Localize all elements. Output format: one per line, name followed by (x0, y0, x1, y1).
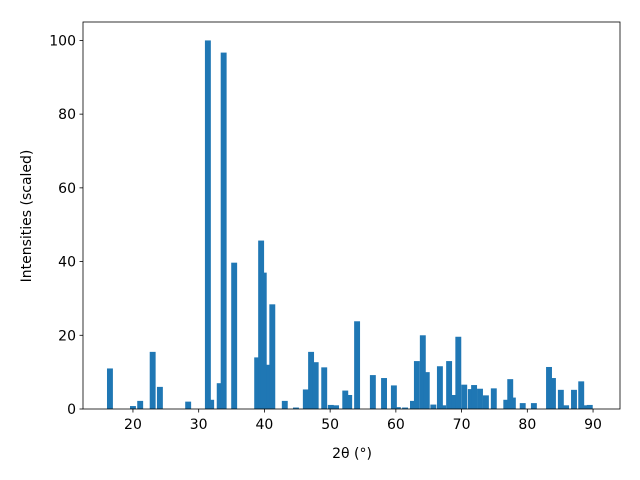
bar (269, 304, 276, 409)
bar (149, 351, 156, 409)
bar (321, 367, 328, 409)
bar (231, 262, 238, 409)
x-tick-label: 60 (387, 417, 405, 433)
bar (549, 378, 556, 409)
bar (220, 52, 227, 409)
bar (342, 390, 349, 409)
bar (578, 381, 585, 409)
y-tick-label: 80 (58, 107, 76, 123)
bar (369, 375, 376, 409)
bar (216, 383, 223, 409)
bar (381, 378, 387, 409)
bar (571, 389, 577, 409)
bar (477, 388, 483, 409)
x-tick-label: 70 (453, 417, 471, 433)
bar (308, 351, 315, 409)
bar (446, 361, 453, 409)
bar (423, 372, 430, 409)
bar (208, 399, 215, 409)
x-tick-label: 80 (518, 417, 536, 433)
bar (156, 386, 163, 409)
y-axis-label: Intensities (scaled) (19, 150, 35, 283)
bar (204, 40, 211, 410)
bar (260, 272, 267, 409)
bar (482, 395, 489, 409)
bar (436, 366, 443, 409)
bar (281, 400, 288, 409)
x-tick-label: 20 (124, 417, 142, 433)
bar (440, 405, 447, 409)
x-tick-label: 50 (321, 417, 339, 433)
bar (327, 404, 334, 409)
bar (530, 403, 537, 409)
bar (413, 361, 420, 409)
bar (503, 399, 510, 409)
bar (129, 406, 136, 409)
bar (490, 388, 497, 409)
bar (266, 364, 272, 409)
bar (467, 389, 474, 409)
bar (185, 401, 192, 409)
bar (106, 368, 113, 409)
x-tick-label: 30 (190, 417, 208, 433)
bar (509, 397, 516, 409)
bar (409, 400, 416, 409)
x-axis-label: 2θ (°) (332, 446, 372, 462)
x-tick-label: 90 (584, 417, 602, 433)
bar (519, 403, 526, 409)
bar (451, 394, 458, 409)
bar (346, 394, 353, 409)
bar (586, 404, 593, 409)
bar (302, 389, 309, 409)
bar (394, 407, 401, 409)
bar (430, 404, 437, 409)
y-tick-label: 60 (58, 181, 76, 197)
y-tick-label: 40 (58, 255, 76, 271)
bar (293, 407, 299, 409)
bar (137, 400, 144, 409)
bar (333, 405, 340, 409)
bar (582, 405, 589, 409)
bar (419, 335, 426, 409)
y-tick-label: 100 (49, 33, 76, 49)
y-tick-label: 0 (67, 402, 76, 418)
bar (455, 336, 462, 409)
y-tick-label: 20 (58, 328, 76, 344)
bar (557, 389, 564, 409)
bar (461, 384, 468, 409)
bar (254, 357, 261, 409)
bar (402, 407, 409, 409)
bar (507, 379, 514, 409)
plot-frame (82, 21, 621, 410)
bar (563, 405, 570, 409)
bar (546, 366, 552, 409)
bar (390, 385, 397, 409)
bar (354, 321, 361, 409)
bar (312, 362, 319, 409)
bar (471, 385, 478, 409)
x-tick-label: 40 (255, 417, 273, 433)
